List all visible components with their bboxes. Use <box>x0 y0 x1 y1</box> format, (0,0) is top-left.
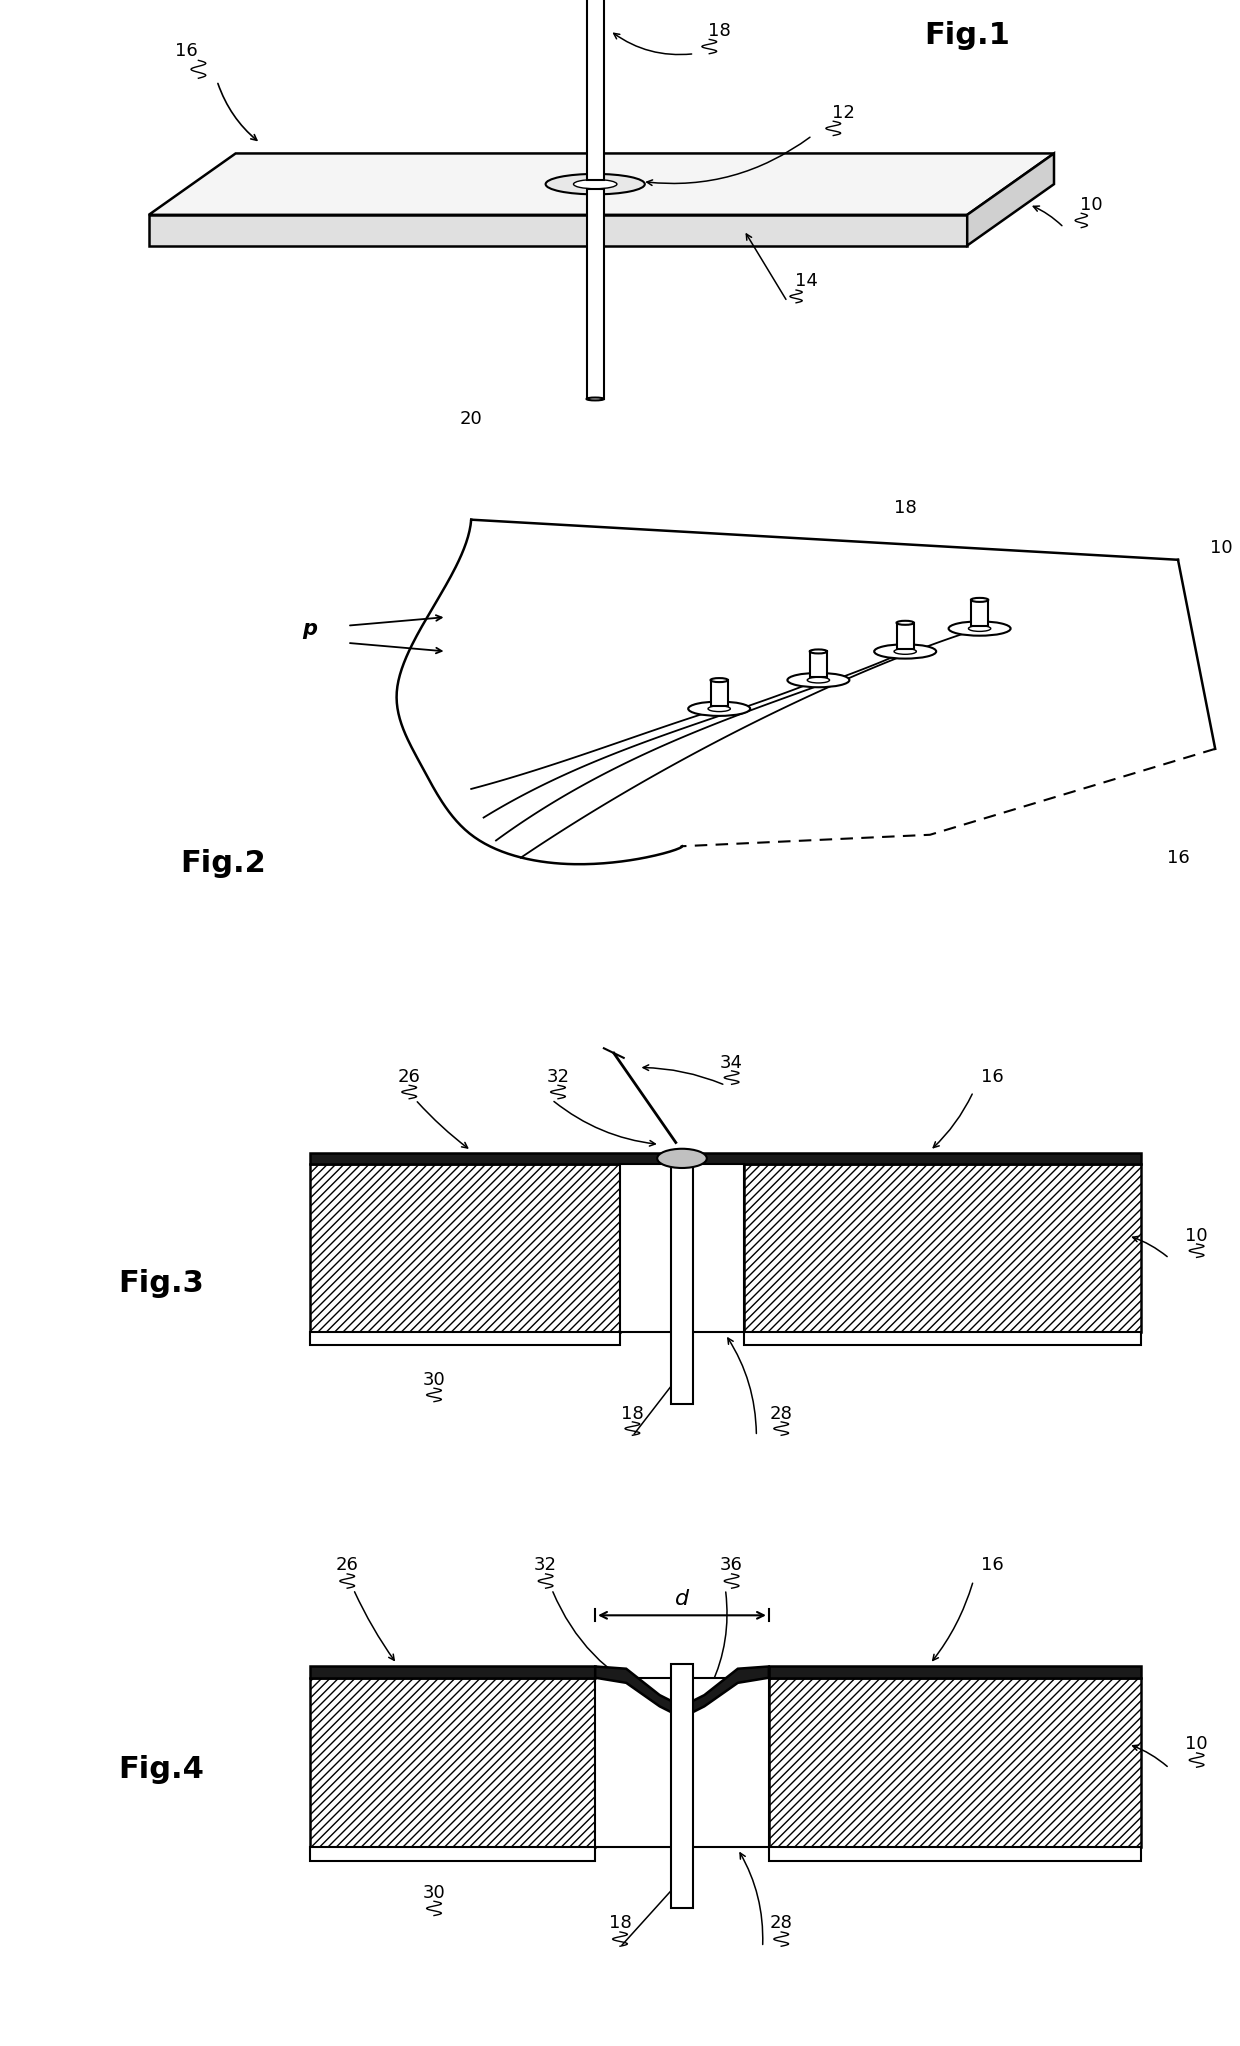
Text: 10: 10 <box>1080 196 1102 213</box>
Text: Fig.1: Fig.1 <box>924 20 1011 51</box>
Ellipse shape <box>787 673 849 687</box>
Bar <box>310 1678 595 1845</box>
Polygon shape <box>310 1845 595 1862</box>
Text: 18: 18 <box>894 499 916 518</box>
Text: 30: 30 <box>423 1371 445 1389</box>
Polygon shape <box>897 622 914 649</box>
Text: 16: 16 <box>981 1557 1003 1573</box>
Text: 28: 28 <box>770 1406 792 1422</box>
Text: d: d <box>675 1590 689 1608</box>
Text: 34: 34 <box>720 1054 743 1072</box>
Bar <box>744 1164 1141 1332</box>
Ellipse shape <box>897 620 914 624</box>
Text: 16: 16 <box>1167 849 1189 868</box>
Ellipse shape <box>971 597 988 602</box>
Ellipse shape <box>573 180 618 188</box>
Ellipse shape <box>587 397 604 401</box>
Polygon shape <box>971 599 988 626</box>
Ellipse shape <box>810 649 827 653</box>
Polygon shape <box>744 1332 1141 1346</box>
Bar <box>744 1164 1141 1332</box>
Text: 10: 10 <box>1185 1735 1208 1753</box>
Text: 14: 14 <box>795 272 817 291</box>
Bar <box>310 1678 595 1845</box>
Text: 12: 12 <box>832 104 854 121</box>
Bar <box>310 1154 1141 1164</box>
Text: 26: 26 <box>398 1068 420 1086</box>
Ellipse shape <box>688 702 750 716</box>
Ellipse shape <box>968 626 991 632</box>
Ellipse shape <box>546 174 645 194</box>
Polygon shape <box>769 1845 1141 1862</box>
Polygon shape <box>967 153 1054 246</box>
Polygon shape <box>149 153 1054 215</box>
Bar <box>595 1678 769 1845</box>
Text: 30: 30 <box>423 1884 445 1901</box>
Polygon shape <box>310 1665 595 1678</box>
Text: 16: 16 <box>175 43 197 59</box>
Polygon shape <box>671 1150 693 1404</box>
Text: p: p <box>303 618 317 638</box>
Ellipse shape <box>874 644 936 659</box>
Text: 10: 10 <box>1210 540 1233 557</box>
Text: 36: 36 <box>720 1557 743 1573</box>
Text: 10: 10 <box>1185 1228 1208 1244</box>
Text: 20: 20 <box>460 411 482 428</box>
Circle shape <box>657 1148 707 1168</box>
Polygon shape <box>711 679 728 706</box>
Polygon shape <box>587 0 604 180</box>
Bar <box>310 1164 620 1332</box>
Ellipse shape <box>807 677 830 683</box>
Ellipse shape <box>894 649 916 655</box>
Text: 16: 16 <box>981 1068 1003 1086</box>
Text: 18: 18 <box>708 23 730 39</box>
Text: 28: 28 <box>770 1915 792 1931</box>
Polygon shape <box>587 188 604 399</box>
Polygon shape <box>149 215 967 246</box>
Bar <box>769 1678 1141 1845</box>
Ellipse shape <box>711 677 728 681</box>
Bar <box>310 1164 620 1332</box>
Text: 18: 18 <box>609 1915 631 1931</box>
Text: 32: 32 <box>547 1068 569 1086</box>
Text: Fig.3: Fig.3 <box>118 1269 205 1299</box>
Text: Fig.4: Fig.4 <box>118 1755 205 1784</box>
Polygon shape <box>595 1665 769 1713</box>
Polygon shape <box>310 1332 620 1346</box>
Bar <box>769 1678 1141 1845</box>
Ellipse shape <box>708 706 730 712</box>
Text: 32: 32 <box>534 1557 557 1573</box>
Text: 18: 18 <box>621 1406 644 1422</box>
Ellipse shape <box>949 622 1011 636</box>
Text: 26: 26 <box>336 1557 358 1573</box>
Bar <box>620 1164 744 1332</box>
Polygon shape <box>769 1665 1141 1678</box>
Polygon shape <box>671 1663 693 1907</box>
Polygon shape <box>810 651 827 677</box>
Text: Fig.2: Fig.2 <box>180 849 267 878</box>
